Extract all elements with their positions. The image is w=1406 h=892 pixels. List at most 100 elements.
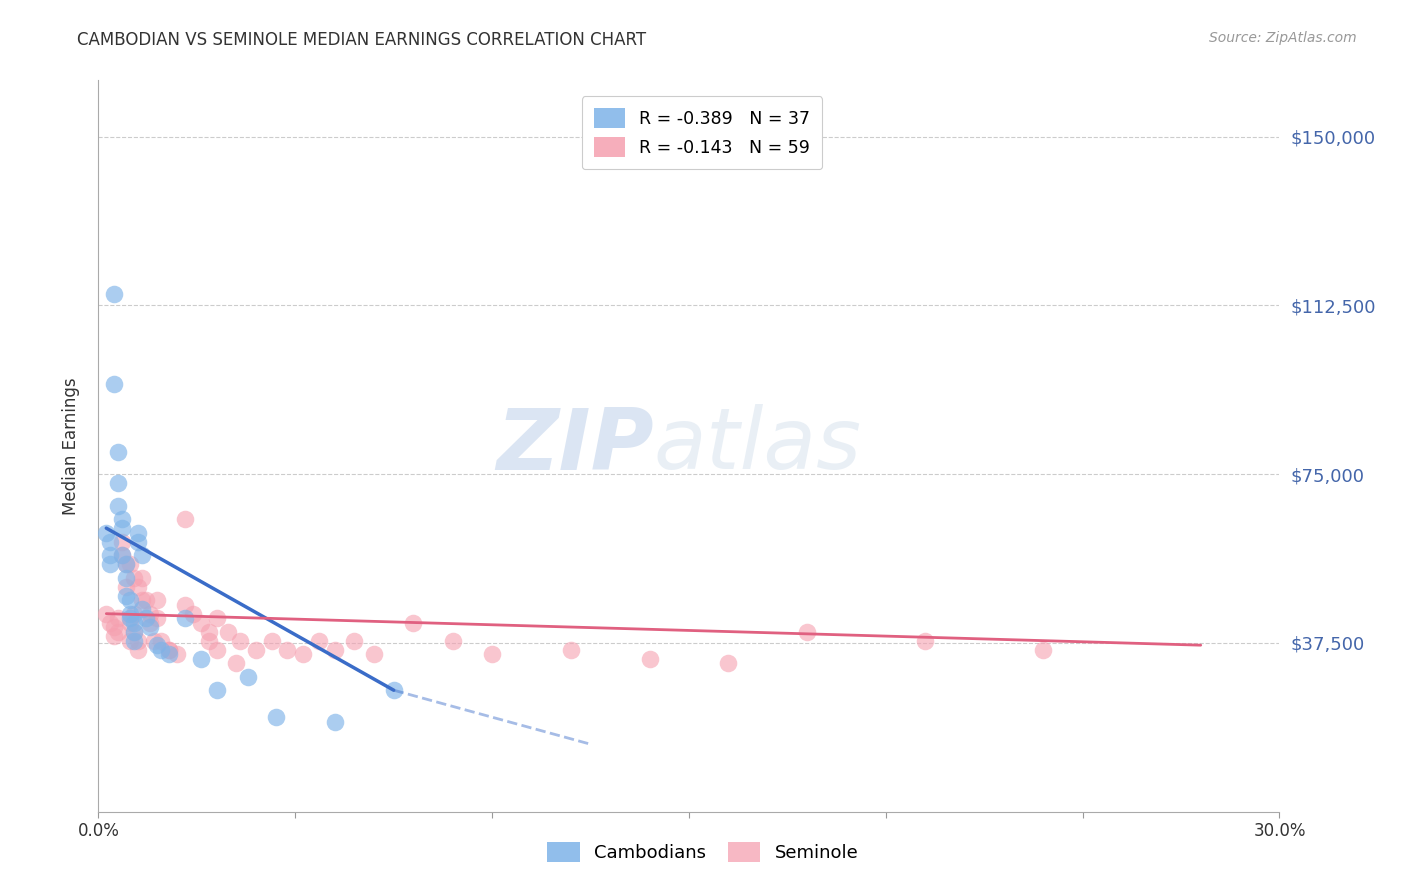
Point bbox=[111, 534, 134, 549]
Y-axis label: Median Earnings: Median Earnings bbox=[62, 377, 80, 515]
Point bbox=[98, 615, 121, 630]
Point bbox=[150, 642, 173, 657]
Point bbox=[138, 620, 160, 634]
Point bbox=[142, 633, 165, 648]
Point bbox=[107, 611, 129, 625]
Point bbox=[323, 642, 346, 657]
Point bbox=[118, 615, 141, 630]
Point bbox=[157, 642, 180, 657]
Point bbox=[98, 548, 121, 562]
Point bbox=[107, 444, 129, 458]
Point bbox=[174, 512, 197, 526]
Point bbox=[122, 571, 145, 585]
Point bbox=[481, 647, 503, 661]
Point bbox=[1032, 642, 1054, 657]
Point bbox=[402, 615, 425, 630]
Point bbox=[292, 647, 315, 661]
Point bbox=[103, 629, 125, 643]
Point bbox=[127, 642, 149, 657]
Point bbox=[118, 611, 141, 625]
Point bbox=[308, 633, 330, 648]
Point bbox=[157, 647, 180, 661]
Point bbox=[205, 611, 228, 625]
Point bbox=[717, 656, 740, 670]
Point bbox=[166, 647, 188, 661]
Text: atlas: atlas bbox=[654, 404, 862, 488]
Point bbox=[138, 607, 160, 621]
Text: Source: ZipAtlas.com: Source: ZipAtlas.com bbox=[1209, 31, 1357, 45]
Point bbox=[98, 534, 121, 549]
Point bbox=[115, 571, 138, 585]
Point bbox=[638, 651, 661, 665]
Point bbox=[111, 512, 134, 526]
Point bbox=[190, 615, 212, 630]
Point bbox=[131, 593, 153, 607]
Point bbox=[131, 548, 153, 562]
Point bbox=[131, 571, 153, 585]
Point bbox=[181, 607, 204, 621]
Point bbox=[197, 633, 219, 648]
Point bbox=[118, 633, 141, 648]
Legend: Cambodians, Seminole: Cambodians, Seminole bbox=[540, 835, 866, 870]
Point bbox=[115, 580, 138, 594]
Point bbox=[245, 642, 267, 657]
Point bbox=[560, 642, 582, 657]
Point bbox=[111, 548, 134, 562]
Point bbox=[260, 633, 283, 648]
Point bbox=[96, 607, 118, 621]
Point bbox=[122, 615, 145, 630]
Point bbox=[197, 624, 219, 639]
Point bbox=[138, 615, 160, 630]
Text: ZIP: ZIP bbox=[496, 404, 654, 488]
Point bbox=[174, 611, 197, 625]
Point bbox=[131, 602, 153, 616]
Point bbox=[103, 287, 125, 301]
Point bbox=[107, 624, 129, 639]
Point bbox=[135, 611, 157, 625]
Point bbox=[96, 525, 118, 540]
Point bbox=[107, 476, 129, 491]
Point bbox=[115, 589, 138, 603]
Point bbox=[205, 683, 228, 698]
Point bbox=[103, 377, 125, 392]
Point bbox=[111, 548, 134, 562]
Point bbox=[118, 607, 141, 621]
Point bbox=[146, 611, 169, 625]
Point bbox=[157, 642, 180, 657]
Point bbox=[103, 620, 125, 634]
Point bbox=[118, 557, 141, 571]
Point bbox=[98, 557, 121, 571]
Point bbox=[914, 633, 936, 648]
Point bbox=[122, 624, 145, 639]
Point bbox=[122, 624, 145, 639]
Point bbox=[205, 642, 228, 657]
Point bbox=[382, 683, 405, 698]
Point bbox=[174, 598, 197, 612]
Point bbox=[323, 714, 346, 729]
Point bbox=[146, 638, 169, 652]
Point bbox=[127, 633, 149, 648]
Point bbox=[111, 521, 134, 535]
Point bbox=[236, 670, 259, 684]
Point bbox=[441, 633, 464, 648]
Point bbox=[107, 499, 129, 513]
Point bbox=[229, 633, 252, 648]
Point bbox=[343, 633, 366, 648]
Point bbox=[150, 633, 173, 648]
Point bbox=[127, 534, 149, 549]
Point bbox=[122, 633, 145, 648]
Point bbox=[796, 624, 818, 639]
Point bbox=[225, 656, 247, 670]
Legend: R = -0.389   N = 37, R = -0.143   N = 59: R = -0.389 N = 37, R = -0.143 N = 59 bbox=[582, 96, 823, 169]
Point bbox=[135, 593, 157, 607]
Point bbox=[122, 607, 145, 621]
Point bbox=[146, 593, 169, 607]
Point bbox=[118, 593, 141, 607]
Text: CAMBODIAN VS SEMINOLE MEDIAN EARNINGS CORRELATION CHART: CAMBODIAN VS SEMINOLE MEDIAN EARNINGS CO… bbox=[77, 31, 647, 49]
Point bbox=[115, 557, 138, 571]
Point bbox=[115, 557, 138, 571]
Point bbox=[264, 710, 287, 724]
Point bbox=[217, 624, 239, 639]
Point bbox=[127, 525, 149, 540]
Point bbox=[190, 651, 212, 665]
